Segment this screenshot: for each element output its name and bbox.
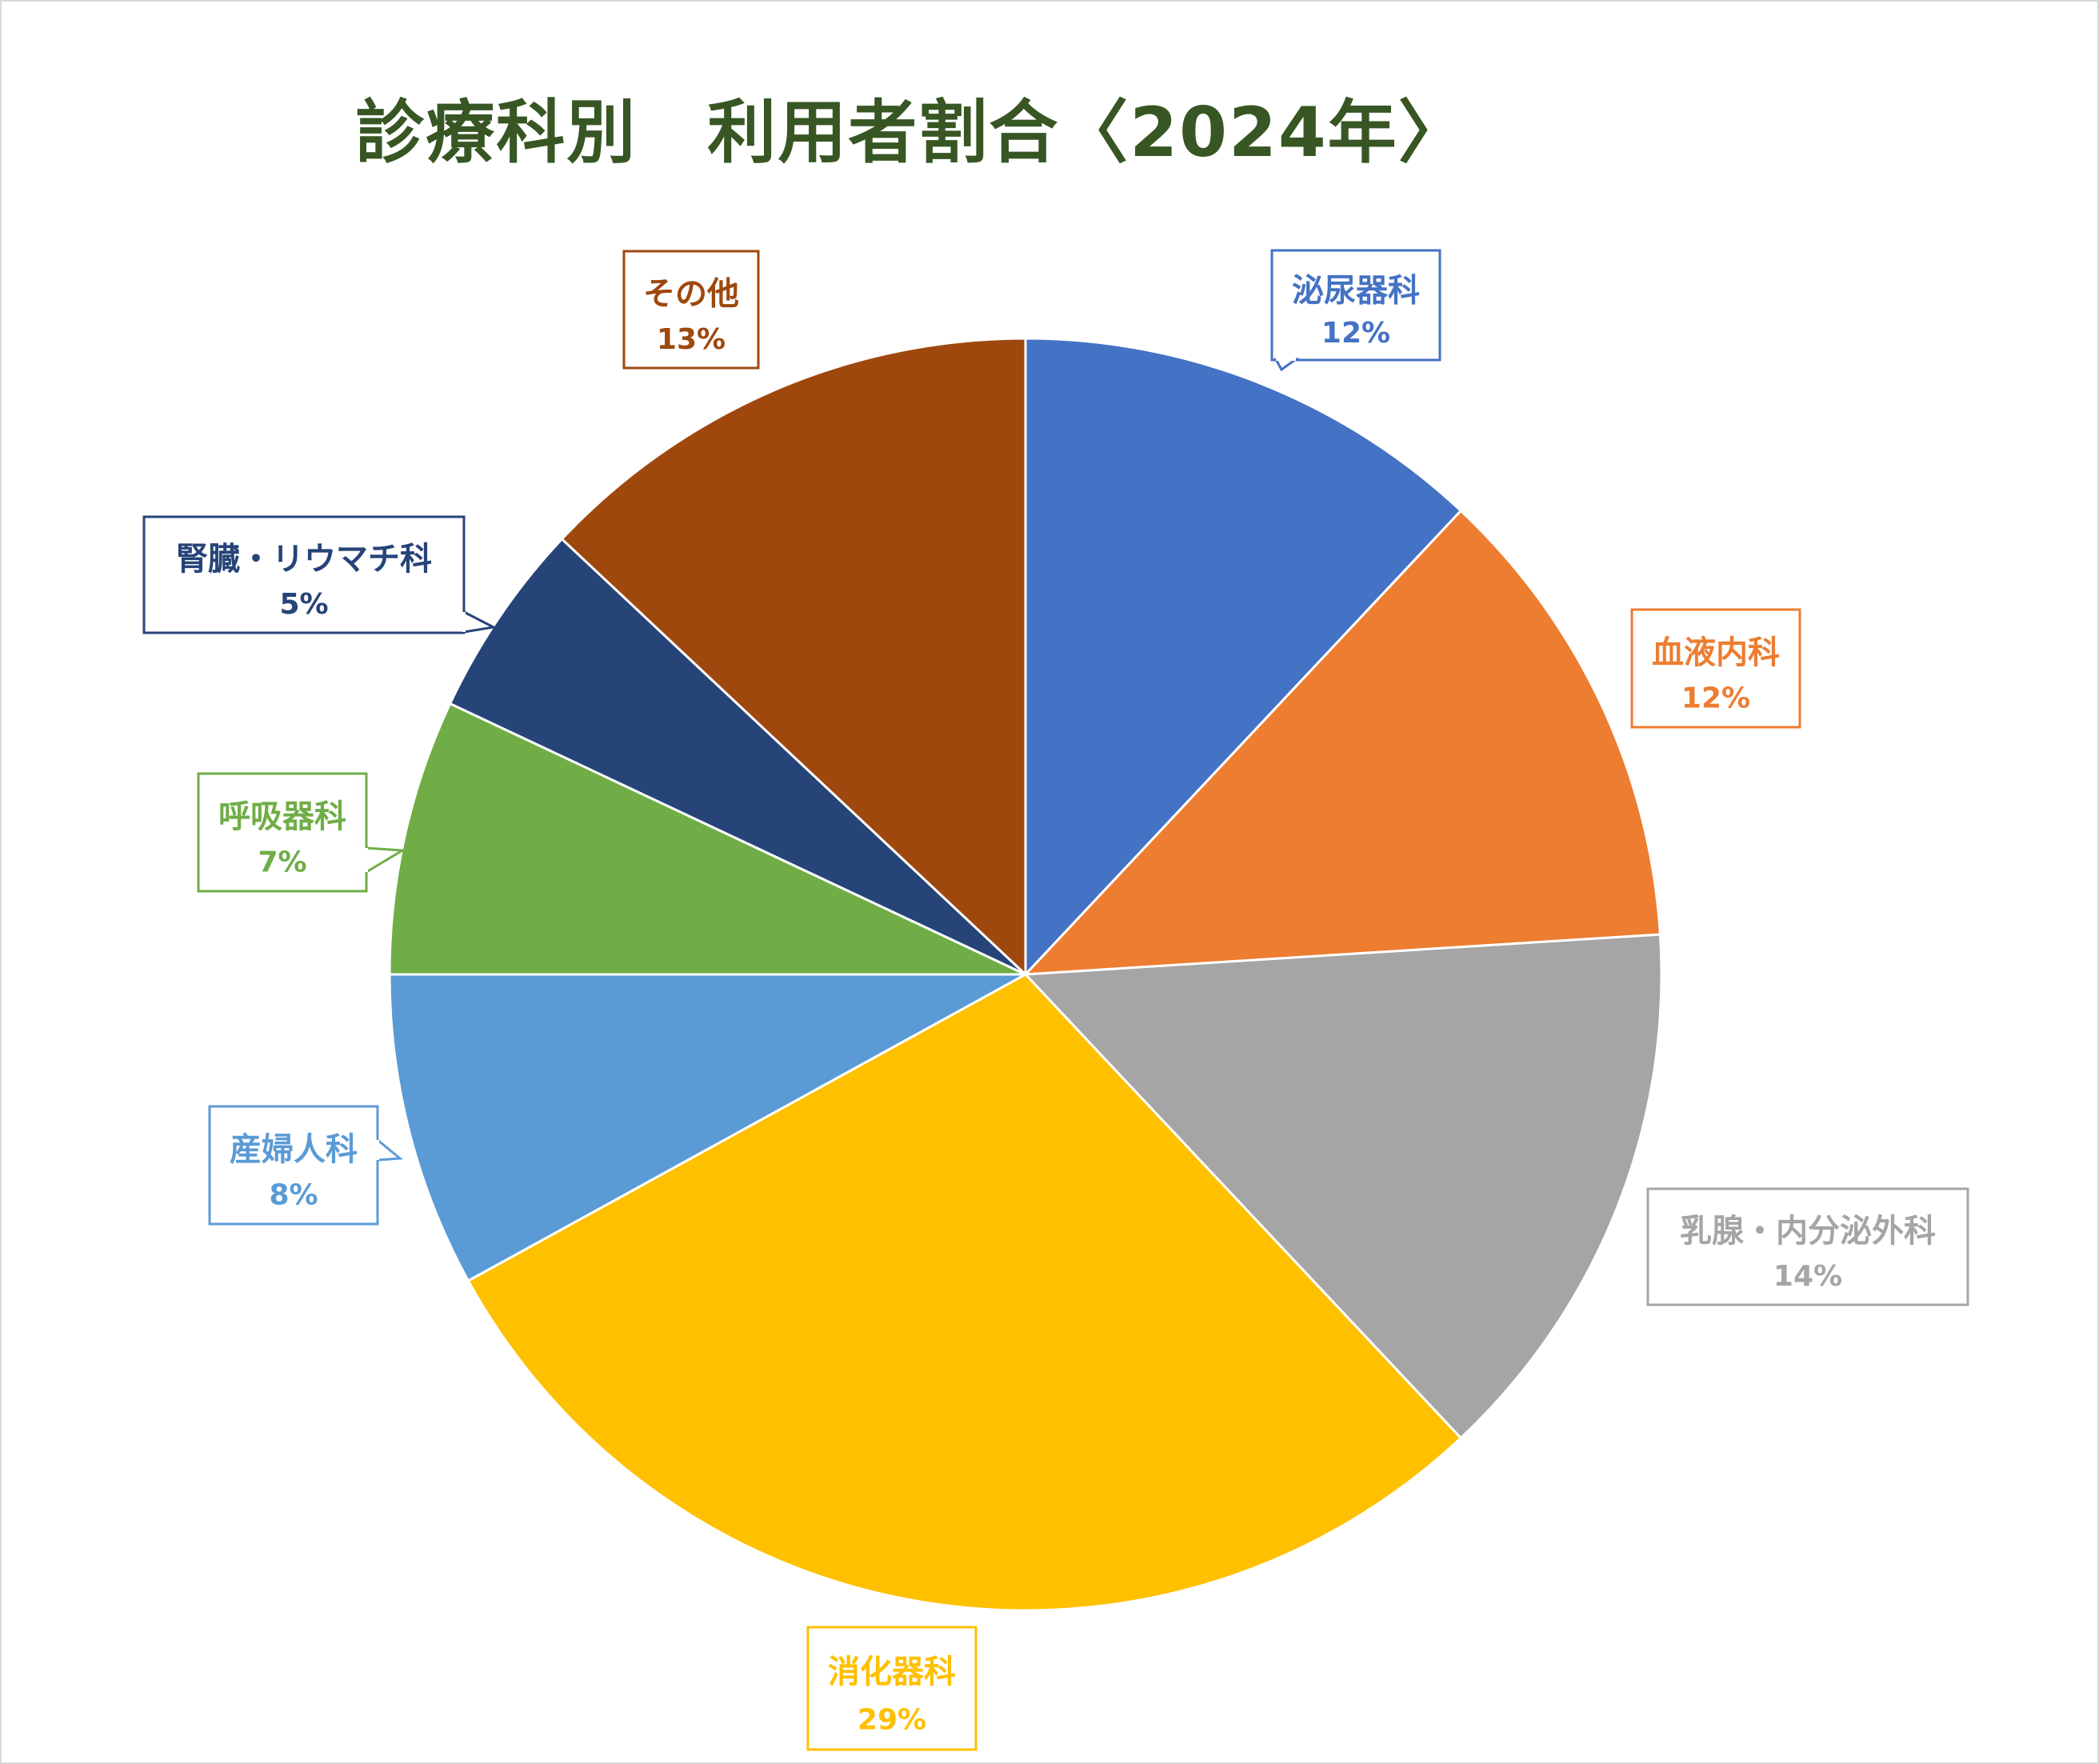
chart-title: 診療科別 利用者割合〈2024年〉 <box>355 93 1469 173</box>
data-label-1: 泌尿器科 12% <box>1270 249 1441 372</box>
pie-slice-5 <box>388 973 1026 1283</box>
data-label-box <box>208 1105 379 1226</box>
callout-pointer <box>376 1137 403 1162</box>
data-label-category: 消化器科 <box>828 1654 956 1690</box>
callout-pointer <box>462 610 498 634</box>
pie-slice-2 <box>1022 509 1662 976</box>
data-label-category: 乳腺・内分泌外科 <box>1680 1213 1936 1250</box>
data-label-value: 29% <box>858 1703 926 1736</box>
data-label-box <box>806 1626 978 1751</box>
data-label-value: 7% <box>258 846 306 879</box>
data-label-category: 泌尿器科 <box>1292 272 1420 309</box>
data-label-5: 産婦人科 8% <box>208 1105 403 1226</box>
data-label-4: 消化器科 29% <box>806 1626 978 1751</box>
data-label-value: 13% <box>657 323 726 356</box>
data-label-value: 8% <box>269 1179 318 1212</box>
data-label-3: 乳腺・内分泌外科 14% <box>1646 1187 1969 1306</box>
data-label-box <box>142 515 466 634</box>
data-label-box <box>622 250 760 370</box>
pie-slice-3 <box>1022 933 1663 1440</box>
pie-slice-7 <box>448 537 1027 976</box>
data-label-value: 14% <box>1773 1260 1842 1293</box>
pie-slice-6 <box>388 702 1026 976</box>
data-label-2: 血液内科 12% <box>1630 608 1801 729</box>
data-label-category: 産婦人科 <box>230 1131 358 1168</box>
data-label-7: 腎臓・リウマチ科 5% <box>142 515 498 634</box>
data-label-6: 呼吸器科 7% <box>197 772 406 893</box>
pie-slice-1 <box>1024 337 1463 978</box>
pie-slice-4 <box>466 973 1463 1612</box>
data-label-value: 12% <box>1681 682 1750 715</box>
data-label-value: 5% <box>279 588 328 621</box>
data-label-box <box>1630 608 1801 729</box>
data-label-box <box>1646 1187 1969 1306</box>
pie-slice-8 <box>560 337 1027 978</box>
data-label-category: 腎臓・リウマチ科 <box>176 541 432 578</box>
callout-pointer <box>365 846 406 874</box>
data-label-category: その他 <box>643 276 739 313</box>
data-label-category: 血液内科 <box>1652 634 1780 671</box>
data-label-category: 呼吸器科 <box>218 798 346 835</box>
data-label-box <box>197 772 368 893</box>
data-label-box <box>1270 249 1441 362</box>
data-label-value: 12% <box>1321 317 1390 350</box>
data-label-8: その他 13% <box>622 250 760 370</box>
